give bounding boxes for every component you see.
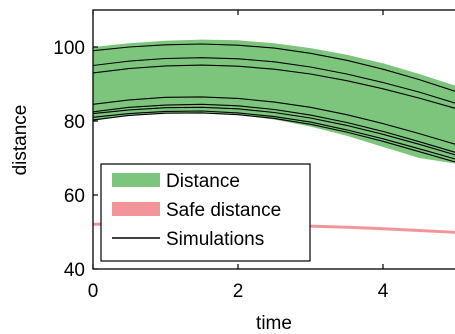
legend-swatch-1 [112, 173, 160, 187]
simulation-line-8 [93, 112, 455, 163]
x-tick-label: 2 [233, 281, 244, 302]
simulation-line-1 [93, 43, 455, 92]
y-tick-label: 80 [64, 112, 85, 133]
x-tick-label: 0 [88, 281, 99, 302]
simulation-line-2 [93, 57, 455, 104]
y-axis-label: distance [10, 105, 31, 176]
legend-label-1: Distance [166, 171, 240, 192]
simulation-line-7 [93, 110, 455, 160]
simulation-line-5 [93, 103, 455, 153]
plot-frame [92, 9, 455, 270]
y-tick-label: 60 [64, 186, 85, 207]
x-axis-label: time [256, 313, 292, 334]
y-tick-label: 40 [64, 260, 85, 281]
simulation-line-4 [93, 96, 455, 145]
simulation-line-3 [93, 64, 455, 109]
x-tick-label: 4 [378, 281, 389, 302]
legend-label-2: Safe distance [166, 200, 281, 221]
y-tick-label: 100 [53, 38, 85, 59]
legend-swatch-2 [112, 202, 160, 216]
legend-label-3: Simulations [166, 229, 264, 250]
simulation-line-6 [93, 106, 455, 156]
